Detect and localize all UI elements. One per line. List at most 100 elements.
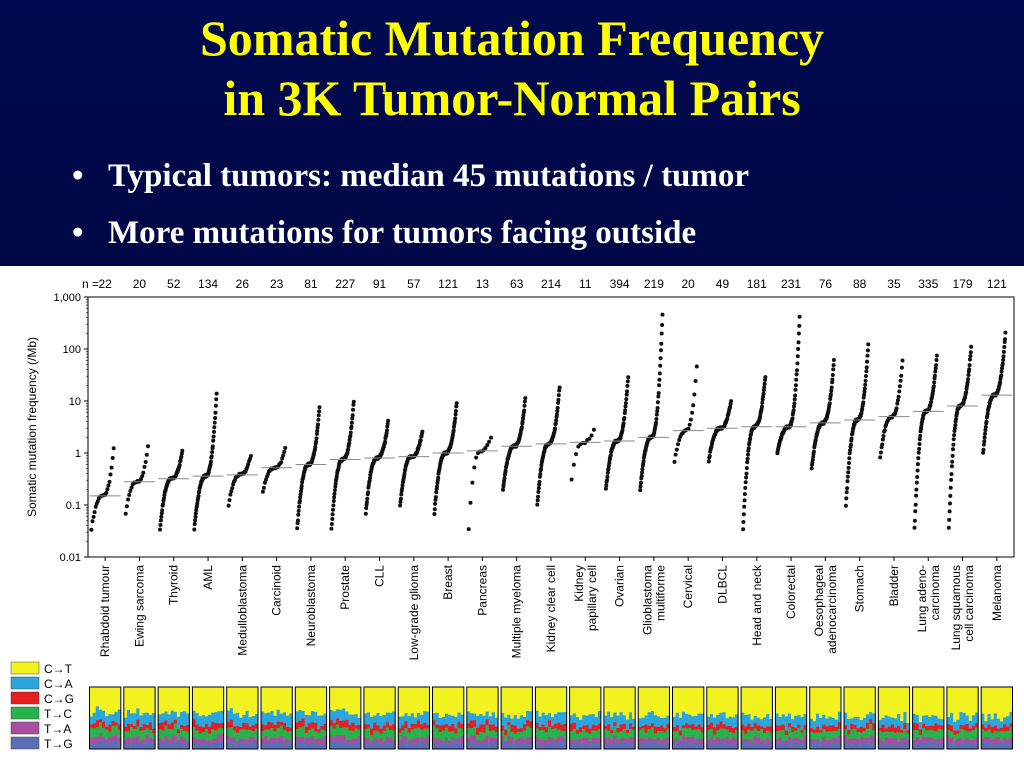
- spectrum-segment: [837, 687, 842, 713]
- spectrum-segment: [420, 687, 424, 715]
- sample-dot: [746, 452, 750, 457]
- spectrum-segment: [392, 687, 396, 712]
- sample-dot: [348, 433, 353, 438]
- spectrum-segment: [710, 713, 714, 723]
- spectrum-segment: [105, 739, 109, 744]
- spectrum-segment: [102, 687, 106, 712]
- sample-dot: [159, 514, 164, 519]
- spectrum-segment: [526, 687, 530, 712]
- sample-dot: [623, 408, 628, 413]
- spectrum-segment: [763, 740, 767, 745]
- spectrum-segment: [688, 725, 692, 729]
- spectrum-segment: [95, 727, 100, 737]
- spectrum-segment: [516, 687, 521, 719]
- spectrum-segment: [304, 726, 309, 734]
- spectrum-segment: [778, 741, 782, 750]
- spectrum-segment: [844, 729, 848, 737]
- sample-dot: [127, 492, 132, 497]
- spectrum-segment: [878, 743, 882, 750]
- sample-dot: [587, 436, 592, 441]
- spectrum-strip-border: [637, 686, 671, 750]
- spectrum-segment: [900, 743, 904, 750]
- spectrum-segment: [900, 729, 904, 734]
- spectrum-strip: [774, 686, 808, 750]
- spectrum-segment: [710, 736, 714, 743]
- spectrum-segment: [928, 737, 932, 742]
- spectrum-segment: [504, 687, 508, 718]
- spectrum-segment: [675, 730, 680, 740]
- spectrum-segment: [750, 740, 754, 744]
- sample-dot: [947, 509, 952, 514]
- spectrum-segment: [123, 743, 128, 750]
- spectrum-segment: [763, 687, 767, 718]
- spectrum-segment: [457, 738, 461, 743]
- spectrum-segment: [822, 742, 826, 750]
- spectrum-segment: [856, 743, 860, 750]
- spectrum-segment: [828, 687, 832, 717]
- spectrum-segment: [329, 687, 333, 711]
- spectrum-segment: [591, 714, 595, 725]
- spectrum-segment: [339, 721, 343, 729]
- spectrum-segment: [859, 720, 864, 727]
- spectrum-segment: [928, 741, 932, 750]
- spectrum-segment: [145, 728, 150, 735]
- sample-dot: [569, 477, 574, 482]
- spectrum-segment: [872, 713, 876, 724]
- spectrum-segment: [354, 714, 358, 726]
- spectrum-segment: [398, 732, 402, 741]
- n-count-label: 179: [953, 277, 973, 291]
- spectrum-segment: [538, 687, 542, 717]
- spectrum-segment: [401, 730, 405, 737]
- spectrum-segment: [719, 687, 723, 714]
- spectrum-segment: [572, 743, 577, 750]
- spectrum-segment: [310, 728, 315, 737]
- spectrum-segment: [286, 741, 290, 750]
- spectrum-segment: [516, 739, 521, 744]
- spectrum-segment: [672, 731, 676, 740]
- spectrum-segment: [837, 729, 842, 736]
- spectrum-strip: [980, 686, 1014, 750]
- spectrum-segment: [853, 725, 857, 730]
- spectrum-segment: [819, 732, 823, 742]
- sample-dot: [316, 413, 321, 418]
- spectrum-segment: [261, 738, 265, 745]
- spectrum-segment: [413, 687, 418, 718]
- spectrum-segment: [339, 735, 343, 742]
- sample-dot: [193, 514, 198, 519]
- spectrum-segment: [516, 718, 521, 729]
- spectrum-segment: [759, 742, 764, 750]
- spectrum-segment: [688, 727, 692, 738]
- spectrum-segment: [295, 728, 299, 737]
- spectrum-segment: [460, 728, 464, 737]
- spectrum-segment: [962, 739, 966, 745]
- spectrum-segment: [784, 735, 789, 741]
- spectrum-segment: [725, 737, 729, 742]
- sample-dot: [899, 365, 904, 370]
- spectrum-segment: [251, 741, 256, 750]
- sample-dot: [947, 517, 952, 522]
- spectrum-segment: [314, 744, 318, 750]
- spectrum-segment: [903, 712, 907, 724]
- spectrum-segment: [794, 742, 798, 750]
- spectrum-segment: [261, 744, 265, 750]
- sample-dot: [881, 434, 886, 439]
- spectrum-segment: [217, 687, 221, 712]
- spectrum-segment: [145, 725, 150, 729]
- spectrum-segment: [382, 744, 386, 750]
- n-count-label: 335: [918, 277, 938, 291]
- sample-dot: [985, 411, 990, 416]
- spectrum-segment: [236, 732, 240, 742]
- spectrum-segment: [647, 712, 651, 727]
- spectrum-segment: [438, 718, 443, 726]
- spectrum-segment: [666, 729, 670, 738]
- spectrum-segment: [647, 741, 651, 750]
- spectrum-segment: [837, 711, 842, 723]
- spectrum-segment: [607, 687, 611, 712]
- spectrum-segment: [310, 736, 315, 744]
- spectrum-segment: [787, 687, 792, 714]
- sample-dot: [210, 444, 215, 449]
- spectrum-segment: [965, 687, 970, 716]
- spectrum-segment: [756, 687, 761, 718]
- sample-dot: [452, 419, 457, 424]
